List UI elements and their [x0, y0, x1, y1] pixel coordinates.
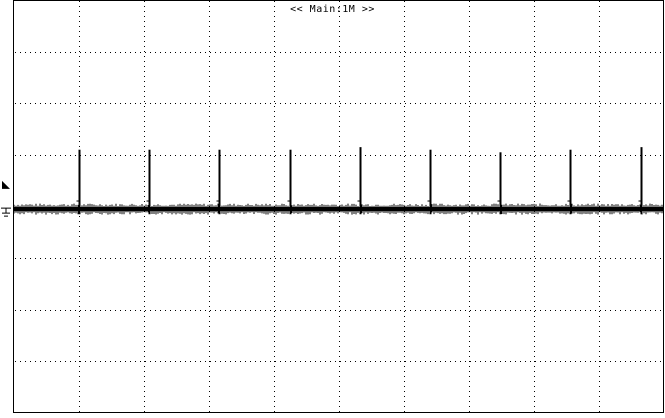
trace-baseline: [14, 207, 664, 212]
trigger-level-marker-icon: [2, 180, 10, 189]
marker-layer: [1, 180, 11, 217]
trace-layer: [13, 147, 664, 215]
trace-noise: [13, 203, 663, 215]
ground-marker-icon: [1, 207, 11, 217]
